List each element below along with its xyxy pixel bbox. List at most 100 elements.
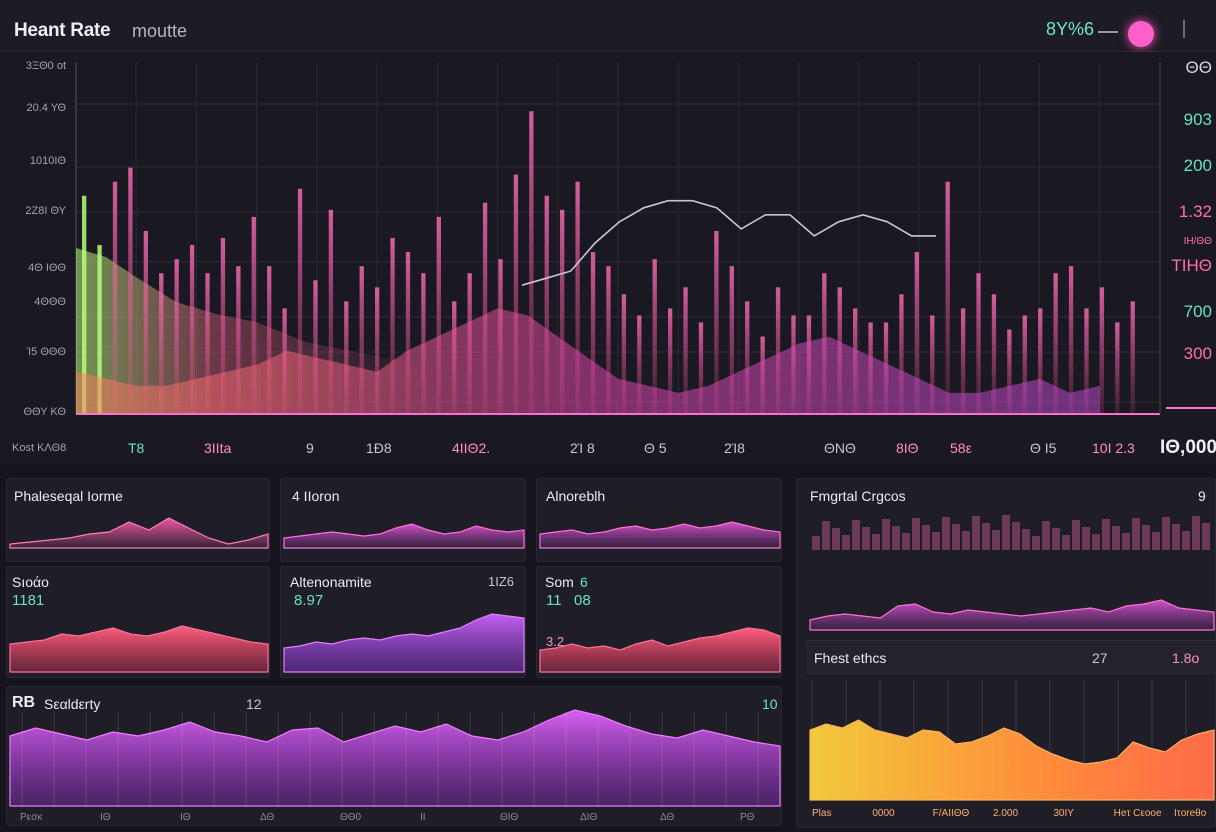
x-axis-label: Ιτoreθο [1174, 808, 1207, 819]
y-tick-label: 4Θ ΙΘΘ [28, 262, 66, 274]
panel-9-mid: 12 [246, 696, 262, 712]
x-tick-label: 58ε [950, 440, 972, 456]
panel-3-title: Alnoreblh [546, 488, 606, 504]
chart-bar [436, 216, 441, 414]
x-axis-label: Plas [812, 808, 832, 819]
x-tick-label: ΘΝΘ [824, 440, 856, 456]
chart-bar [1053, 273, 1058, 414]
panel-7-sub2: 08 [574, 592, 591, 609]
header-dash [1098, 31, 1118, 33]
panel-1-title: Phaleseqal Ιοrme [14, 488, 123, 504]
panel-4-value: 9 [1198, 488, 1206, 504]
panel-9-value: 10 [762, 696, 778, 712]
chart-bar [328, 209, 334, 414]
chart-bar [560, 209, 565, 414]
panel-7-sub1: 11 [546, 592, 562, 609]
chart-bar [960, 308, 966, 414]
chart-bar [297, 188, 303, 414]
main-chart-bars [82, 111, 1135, 414]
chart-bar [606, 266, 611, 414]
y-tick-label: 4ΘΘΘ [34, 296, 66, 308]
chart-bar [513, 174, 519, 414]
chart-bar [128, 167, 133, 414]
chart-bar [1068, 266, 1074, 414]
chart-bar [667, 308, 673, 414]
panel-4-title: Fmgrtal Crgcos [810, 488, 906, 504]
right-axis-label: 300 [1183, 344, 1212, 363]
panel-9-badge: RB [12, 694, 36, 711]
header-divider [1183, 20, 1185, 38]
x-axis-label: ΔΘ [260, 812, 275, 823]
chart-bar [544, 195, 549, 414]
x-axis-label: ΙΘ [100, 812, 111, 823]
chart-bar [698, 322, 704, 414]
chart-bar [159, 273, 164, 414]
chart-bar [683, 287, 688, 414]
right-axis-label: ΤΙΗΘ [1171, 256, 1212, 275]
chart-bar [775, 287, 781, 414]
chart-bar [529, 111, 534, 414]
chart-bar [590, 252, 596, 414]
x-tick-label: 4IIΘ2. [452, 440, 491, 456]
x-tick-label: 8IΘ [896, 440, 919, 456]
x-tick-label: T8 [128, 440, 145, 456]
x-axis-label: F/ΑΙΙΘΘ [932, 808, 970, 819]
chart-bar [976, 273, 981, 414]
panel-5-title: Sıoάo [12, 574, 49, 590]
x-axis-label: 2.000 [993, 808, 1019, 819]
y-tick-label: 1010IΘ [29, 155, 66, 167]
chart-bar [1115, 322, 1120, 414]
panel-6-sub: 8.97 [294, 592, 324, 609]
page-title: Heant Rate [14, 20, 111, 41]
right-axis-label: 200 [1183, 156, 1212, 175]
chart-bar [482, 202, 488, 414]
x-axis-label: ΙΘ [180, 812, 191, 823]
panel-6-title: Altenonamite [290, 574, 372, 590]
panel-9-title: Sεαldεrty [44, 696, 101, 712]
main-chart-svg [75, 62, 1216, 415]
chart-bar [652, 259, 657, 414]
panel-7-sub3: 3.2 [546, 634, 565, 649]
panel-8-value-1: 27 [1092, 650, 1108, 666]
chart-bar [745, 301, 750, 414]
chart-bar [714, 230, 719, 414]
x-axis-last-label: ΙΘ,000 [1160, 437, 1216, 458]
chart-bar [637, 315, 642, 414]
chart-bar [236, 266, 241, 414]
chart-bar [1099, 287, 1105, 414]
chart-bar [390, 238, 395, 414]
chart-bar [359, 266, 364, 414]
right-axis-label: ΘΘ [1185, 58, 1212, 77]
status-dot-button[interactable] [1128, 21, 1154, 47]
chart-bar [1038, 308, 1043, 414]
panel-6-value: 1ΙΖ6 [488, 574, 515, 589]
x-axis-label: 0000 [872, 808, 895, 819]
x-axis-label: ΡΘ [740, 812, 755, 823]
chart-bar [1130, 301, 1135, 414]
chart-bar [267, 266, 272, 414]
chart-bar [189, 245, 195, 414]
chart-bar [112, 181, 118, 414]
chart-bar [930, 315, 935, 414]
chart-bar [313, 280, 318, 414]
x-axis-label: 30ΙΥ [1053, 808, 1074, 819]
header-value: 8Y%6 [1046, 19, 1095, 39]
right-axis-label: ΙΗ/ΘΘ [1183, 236, 1212, 247]
panel-7-title: Som [545, 574, 574, 590]
x-tick-label: 2Ί 8 [570, 440, 595, 456]
panel-9[interactable] [6, 686, 782, 826]
y-tick-label: Ί5 ΘΘΘ [26, 346, 66, 358]
chart-bar [374, 287, 380, 414]
chart-bar [205, 273, 210, 414]
chart-bar [1007, 329, 1012, 414]
x-tick-label: Θ 5 [644, 440, 667, 456]
x-tick-label: 10I 2.3 [1092, 440, 1135, 456]
chart-bar [82, 195, 87, 414]
chart-bar [621, 294, 627, 414]
right-axis-label: 903 [1183, 110, 1212, 129]
right-axis-label: 700 [1183, 302, 1212, 321]
y-tick-label: 3ΞΘ0 ot [25, 60, 66, 72]
chart-bar [1084, 308, 1089, 414]
x-tick-label: 9 [306, 440, 314, 456]
panel-5-value: 1181 [12, 592, 45, 609]
